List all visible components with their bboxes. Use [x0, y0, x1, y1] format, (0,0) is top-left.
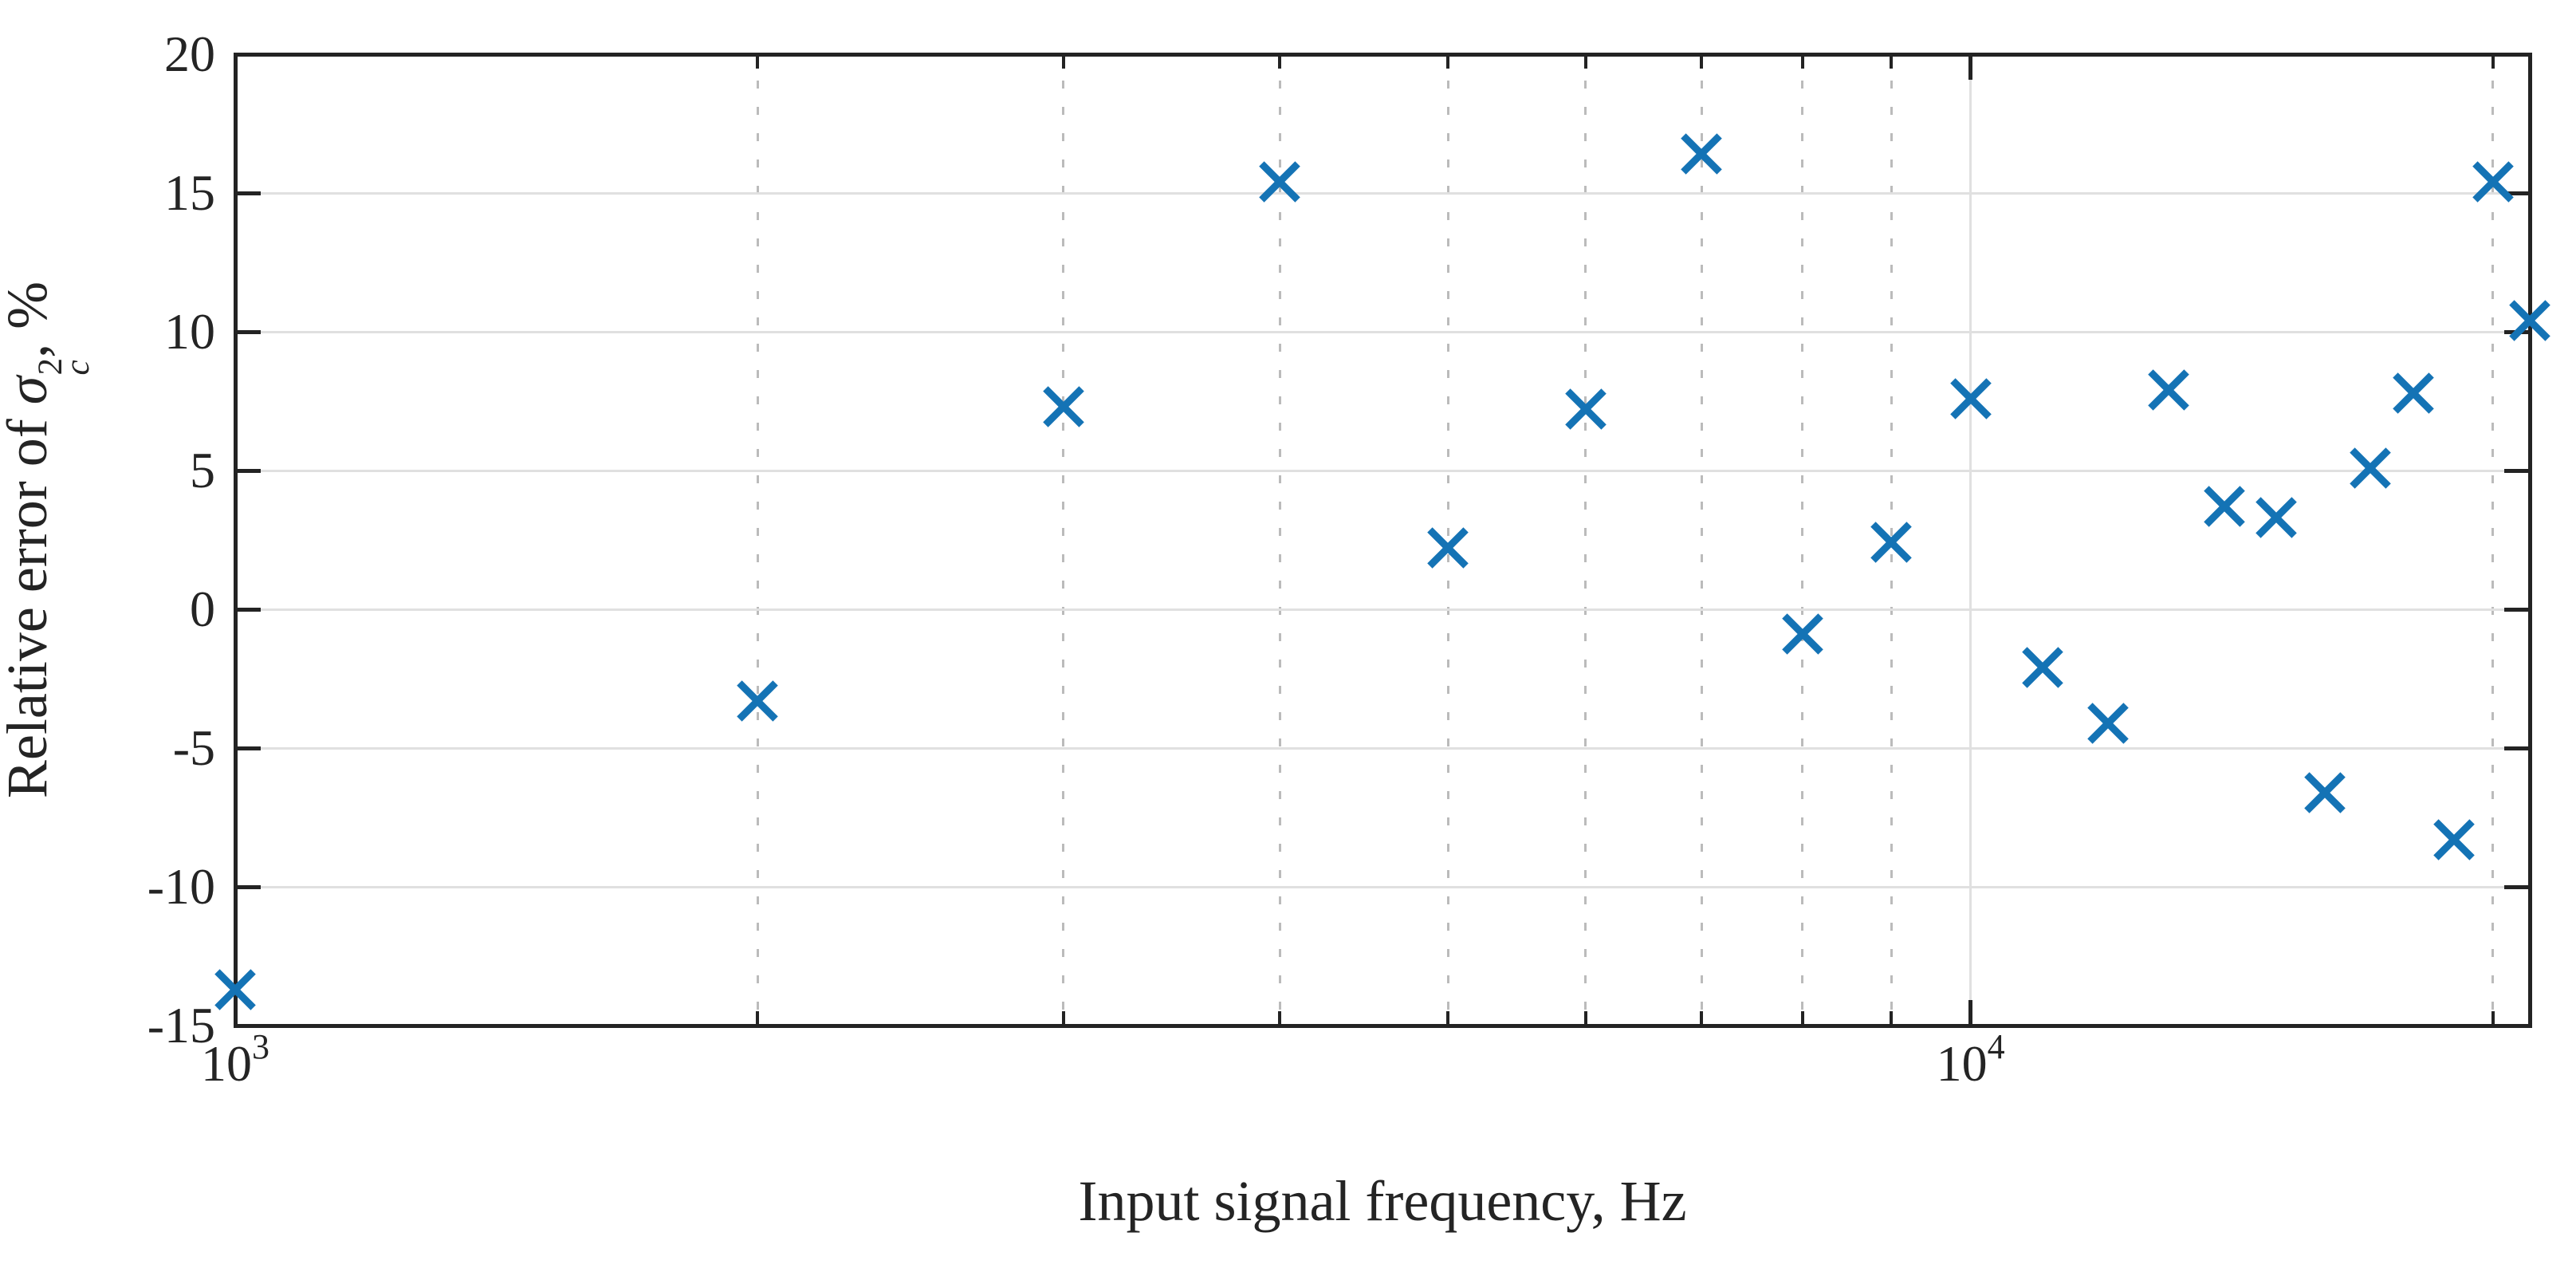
y-tick-label: -15: [147, 997, 215, 1053]
y-axis-tick: [235, 52, 261, 57]
minor-grid-line: [2491, 54, 2495, 1026]
x-tick-label: 104: [1936, 1027, 2005, 1092]
x-axis-minor-tick: [756, 1011, 760, 1026]
y-tick-label: 5: [190, 442, 215, 498]
x-axis-minor-tick: [1583, 1011, 1587, 1026]
sigma-subscript: c: [59, 360, 97, 376]
data-point-marker: [1042, 386, 1084, 427]
x-axis-label: Input signal frequency, Hz: [1078, 1169, 1687, 1233]
data-point-marker: [1870, 522, 1912, 564]
minor-grid-line: [1584, 54, 1587, 1026]
x-axis-minor-tick: [2491, 54, 2495, 69]
data-point-marker: [1427, 527, 1469, 569]
y-tick-label: -5: [172, 719, 215, 776]
data-point-marker: [2350, 447, 2392, 489]
plot-area: [233, 52, 2532, 1028]
sigma-symbol: σ: [0, 376, 59, 405]
x-axis-minor-tick: [1278, 54, 1282, 69]
data-point-marker: [1781, 613, 1823, 656]
x-axis-minor-tick: [1278, 1011, 1282, 1026]
y-axis-tick: [2504, 468, 2530, 473]
y-tick-label: 0: [190, 581, 215, 637]
x-axis-tick: [1968, 54, 1973, 80]
y-axis-label-suffix: , %: [0, 281, 59, 358]
y-axis-tick: [235, 329, 261, 334]
data-point-marker: [2472, 161, 2514, 203]
y-axis-tick: [2504, 607, 2530, 612]
x-axis-minor-tick: [1700, 54, 1704, 69]
y-tick-label: 10: [164, 303, 215, 360]
major-grid-line: [235, 608, 2530, 611]
y-axis-tick: [235, 884, 261, 889]
x-axis-minor-tick: [1583, 54, 1587, 69]
minor-grid-line: [1700, 54, 1703, 1026]
data-point-marker: [737, 680, 779, 722]
x-axis-minor-tick: [1061, 1011, 1065, 1026]
data-point-marker: [2393, 372, 2435, 414]
y-axis-tick: [2504, 884, 2530, 889]
data-point-marker: [1949, 377, 1992, 419]
data-point-marker: [2087, 702, 2129, 744]
y-axis-tick: [235, 468, 261, 473]
minor-grid-line: [1801, 54, 1804, 1026]
data-point-marker: [1259, 161, 1301, 203]
data-point-marker: [2021, 647, 2063, 688]
y-axis-tick: [2504, 1023, 2530, 1028]
major-grid-line: [235, 746, 2530, 750]
minor-grid-line: [1278, 54, 1281, 1026]
x-tick-label: 103: [201, 1027, 269, 1092]
x-axis-tick: [233, 54, 238, 80]
data-point-marker: [1564, 388, 1607, 431]
x-axis-minor-tick: [1800, 1011, 1804, 1026]
x-axis-minor-tick: [2491, 1011, 2495, 1026]
major-grid-line: [235, 885, 2530, 888]
x-axis-tick: [1968, 1000, 1973, 1026]
data-point-marker: [2509, 300, 2550, 341]
y-axis-tick: [235, 1023, 261, 1028]
major-grid-line: [235, 191, 2530, 195]
minor-grid-line: [1446, 54, 1449, 1026]
data-point-marker: [1681, 133, 1723, 175]
y-axis-tick: [235, 191, 261, 195]
x-axis-minor-tick: [1890, 1011, 1894, 1026]
data-point-marker: [2304, 771, 2346, 813]
y-axis-tick: [2504, 746, 2530, 750]
y-axis-tick: [2504, 191, 2530, 195]
data-point-marker: [2433, 819, 2476, 860]
x-axis-minor-tick: [1890, 54, 1894, 69]
x-axis-minor-tick: [1800, 54, 1804, 69]
major-grid-line: [235, 330, 2530, 333]
y-tick-label: 15: [164, 164, 215, 221]
major-grid-line: [235, 469, 2530, 472]
y-axis-tick: [235, 607, 261, 612]
x-axis-minor-tick: [1700, 1011, 1704, 1026]
x-axis-minor-tick: [756, 54, 760, 69]
minor-grid-line: [1062, 54, 1065, 1026]
major-grid-line: [1969, 54, 1972, 1026]
x-axis-tick: [233, 1000, 238, 1026]
data-point-marker: [2255, 497, 2297, 538]
data-point-marker: [2147, 369, 2189, 411]
data-point-marker: [214, 968, 256, 1010]
y-tick-label: -10: [147, 858, 215, 915]
minor-grid-line: [756, 54, 759, 1026]
data-point-marker: [2203, 486, 2245, 528]
y-axis-tick: [2504, 52, 2530, 57]
y-axis-tick: [235, 746, 261, 750]
x-axis-minor-tick: [1446, 1011, 1450, 1026]
y-axis-label-prefix: Relative error of: [0, 404, 59, 799]
y-tick-label: 20: [164, 26, 215, 82]
x-axis-minor-tick: [1061, 54, 1065, 69]
x-axis-minor-tick: [1446, 54, 1450, 69]
